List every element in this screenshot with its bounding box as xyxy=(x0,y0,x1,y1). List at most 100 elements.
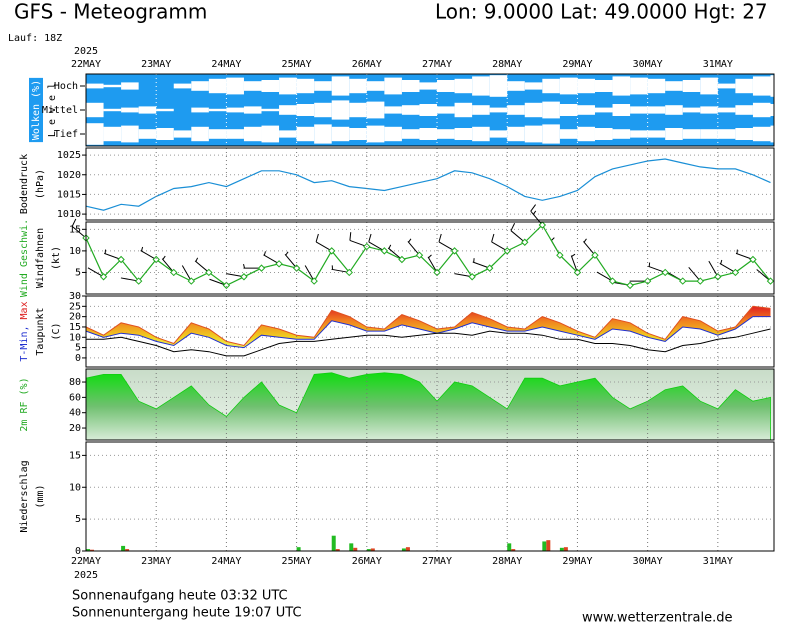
cloud-cell xyxy=(121,82,139,90)
cloud-cell xyxy=(735,78,753,94)
wind-speed-marker xyxy=(134,277,143,285)
barb-staff xyxy=(71,225,87,239)
wind-speed-marker xyxy=(257,264,266,272)
axis-label-part: (hPa) xyxy=(35,169,46,199)
cloud-cell xyxy=(279,77,297,95)
panel: 2m RF (%) 20 40 60 80 xyxy=(19,368,775,441)
barb-feather xyxy=(71,218,77,227)
wind-barb xyxy=(304,265,315,282)
axis-label-part: 2m RF (%) xyxy=(19,377,30,431)
cloud-cell xyxy=(437,80,455,92)
precip-bar xyxy=(401,548,406,551)
wind-speed-marker xyxy=(433,268,441,277)
cloud-cell xyxy=(331,100,350,120)
cloud-cell xyxy=(770,104,774,116)
axis-label-part: Max xyxy=(19,301,30,325)
axis-label: Wind Geschwi. xyxy=(19,219,30,297)
barb-staff xyxy=(491,241,508,252)
cloud-cell xyxy=(594,107,613,113)
barb-feather xyxy=(438,233,442,243)
barb-staff xyxy=(140,250,157,260)
axis-label: Windfahnen xyxy=(35,228,46,288)
axis-label-part: Niederschlag xyxy=(19,460,30,532)
barb-staff xyxy=(194,260,210,273)
wind-barb xyxy=(387,244,403,260)
dewpoint-line xyxy=(86,328,771,357)
cloud-cell xyxy=(173,130,192,138)
x-tick-label: 28MAY xyxy=(492,556,522,567)
barb-half-feather xyxy=(720,259,723,265)
cloud-cell xyxy=(296,104,315,116)
y-tick-label: 10 xyxy=(69,482,81,493)
barb-staff xyxy=(472,261,490,269)
cloud-cell xyxy=(349,102,367,118)
barb-staff xyxy=(688,266,701,282)
cloud-cell xyxy=(717,129,736,139)
title: GFS - Meteogramm xyxy=(14,0,207,24)
wind-barb xyxy=(407,238,420,256)
wind-speed-marker xyxy=(205,268,213,277)
cloud-cell xyxy=(559,77,578,95)
x-tick-label: 29MAY xyxy=(562,556,592,567)
x-tick-label: 24MAY xyxy=(211,556,241,567)
cloud-cell xyxy=(208,129,227,139)
precip-bar xyxy=(353,547,358,551)
cloud-cell xyxy=(717,107,736,113)
y-tick-label: 15 xyxy=(69,224,81,235)
cloud-cell xyxy=(419,82,438,90)
cloud-cell xyxy=(577,78,595,94)
cloud-cell xyxy=(401,80,420,92)
cloud-cell xyxy=(665,105,683,115)
cloud-cell xyxy=(191,81,209,91)
cloud-cell xyxy=(630,130,648,138)
cloud-cell xyxy=(507,105,525,115)
wind-barb xyxy=(140,246,157,260)
y-tick-label: 1025 xyxy=(57,150,81,161)
cloud-cell xyxy=(331,76,350,96)
barb-staff xyxy=(315,241,332,252)
barb-staff xyxy=(407,241,420,256)
level-label: Mittel xyxy=(42,105,78,116)
wind-barb xyxy=(315,233,332,252)
axis-label-part: (C) xyxy=(51,322,62,340)
x-tick-label: 26MAY xyxy=(352,59,382,70)
y-tick-label: 10 xyxy=(69,246,81,257)
barb-half-feather xyxy=(285,251,289,256)
cloud-cell xyxy=(226,129,244,139)
axis-label: (hPa) xyxy=(35,169,46,199)
wind-barb xyxy=(708,260,719,278)
cloud-cell xyxy=(612,104,631,116)
cloud-cell xyxy=(208,78,227,94)
cloud-cell xyxy=(735,105,753,115)
cloud-cell xyxy=(717,83,736,89)
cloud-cell xyxy=(331,126,350,142)
precip-bar xyxy=(86,549,90,551)
cloud-cell xyxy=(243,106,262,114)
barb-feather xyxy=(349,232,352,241)
cloud-cell xyxy=(507,126,525,142)
cloud-cell xyxy=(314,81,332,91)
cloud-cell xyxy=(191,126,209,142)
barb-half-feather xyxy=(195,257,199,262)
cloud-cell xyxy=(401,129,420,139)
barb-half-feather xyxy=(583,238,587,243)
cloud-cell xyxy=(524,82,543,90)
barb-staff xyxy=(263,254,280,265)
barb-staff xyxy=(735,252,754,260)
x-tick-label: 27MAY xyxy=(422,556,452,567)
year-label: 2025 xyxy=(74,570,98,581)
cloud-cell xyxy=(700,106,718,114)
x-tick-label: 23MAY xyxy=(141,59,171,70)
wind-barb xyxy=(648,262,666,273)
wind-speed-marker xyxy=(749,255,757,264)
cloud-cell xyxy=(279,105,297,115)
wind-speed-marker xyxy=(591,251,599,259)
wind-barb xyxy=(472,258,490,269)
x-tick-label: 29MAY xyxy=(562,59,592,70)
y-tick-label: 1015 xyxy=(57,189,81,200)
cloud-cell xyxy=(454,78,473,94)
wind-speed-marker xyxy=(328,247,336,255)
